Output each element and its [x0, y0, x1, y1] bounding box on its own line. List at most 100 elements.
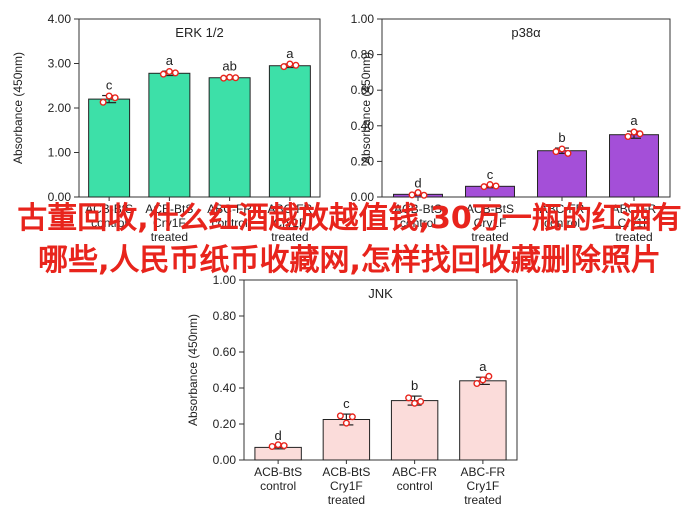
significance-letter: c [106, 78, 113, 93]
bar [268, 65, 311, 198]
data-point [232, 74, 240, 82]
data-point [420, 191, 428, 199]
chart-title: p38α [511, 25, 541, 40]
data-point [411, 399, 419, 407]
y-tick-label: 0.40 [213, 381, 237, 395]
x-tick-label: ACB-BtS [394, 202, 442, 216]
y-tick-label: 0.20 [213, 417, 237, 431]
x-tick-label: treated [471, 230, 508, 244]
data-point [417, 398, 425, 406]
x-tick-label: ABC-FR [540, 202, 585, 216]
data-point [171, 69, 179, 77]
data-point [292, 61, 300, 69]
data-point [220, 74, 228, 82]
x-tick-label: Cry1F [467, 479, 500, 493]
y-tick-label: 0.80 [213, 309, 237, 323]
x-tick-label: ABC-FR [612, 202, 657, 216]
data-point [479, 376, 487, 384]
x-tick-label: treated [464, 493, 501, 507]
y-tick-label: 4.00 [48, 12, 72, 26]
y-tick-label: 0.20 [351, 154, 375, 168]
chart-panel-2: 0.00 0.20 0.40 0.60 0.80 1.00 Absorbance (450n… [351, 12, 671, 244]
x-tick-label: treated [615, 230, 652, 244]
data-point [111, 94, 119, 102]
data-point [280, 442, 288, 450]
data-point [486, 181, 494, 189]
y-tick-label: 0.60 [213, 345, 237, 359]
plot-frame [243, 279, 518, 461]
x-tick-label: ABC-FR [207, 202, 252, 216]
significance-letter: d [275, 428, 282, 443]
data-point [414, 189, 422, 197]
data-point [268, 443, 276, 451]
significance-letter: b [558, 130, 565, 145]
x-tick-label: Cry1F [330, 479, 363, 493]
bar [459, 380, 507, 461]
y-tick-label: 1.00 [48, 146, 72, 160]
data-point [630, 128, 638, 136]
data-point [226, 73, 234, 81]
y-tick-label: 1.00 [213, 273, 237, 287]
data-point [342, 419, 350, 427]
x-tick-label: ACB-BtS [322, 465, 370, 479]
plot-frame [381, 18, 671, 198]
data-point [159, 70, 167, 78]
x-tick-label: Cry1F [274, 216, 307, 230]
bar [88, 98, 131, 198]
bar [208, 77, 251, 198]
significance-letter: c [343, 396, 350, 411]
bar [148, 72, 191, 198]
x-tick-label: ACB-BtS [85, 202, 133, 216]
data-point [624, 132, 632, 140]
data-point [552, 148, 560, 156]
data-point [408, 191, 416, 199]
chart-title: ERK 1/2 [175, 25, 223, 40]
significance-letter: ab [222, 58, 236, 73]
y-tick-label: 2.00 [48, 101, 72, 115]
y-axis-label: Absorbance (450nm) [11, 52, 25, 164]
significance-letter: c [487, 167, 494, 182]
y-axis-label: Absorbance (450nm) [186, 314, 200, 426]
data-point [165, 68, 173, 76]
data-point [405, 394, 413, 402]
x-tick-label: Cry1F [153, 216, 186, 230]
x-tick-label: ABC-FR [461, 465, 506, 479]
y-tick-label: 0.00 [213, 453, 237, 467]
data-point [485, 372, 493, 380]
bar [537, 150, 587, 198]
y-tick-label: 1.00 [351, 12, 375, 26]
bar [609, 134, 659, 198]
y-tick-label: 0.60 [351, 83, 375, 97]
y-tick-label: 0.80 [351, 48, 375, 62]
data-point [480, 183, 488, 191]
significance-letter: a [479, 359, 487, 374]
x-tick-label: control [212, 216, 248, 230]
x-tick-label: ACB-BtS [254, 465, 302, 479]
data-point [105, 92, 113, 100]
significance-letter: b [411, 378, 418, 393]
x-tick-label: control [400, 216, 436, 230]
data-point [636, 130, 644, 138]
x-tick-label: ACB-BtS [145, 202, 193, 216]
x-tick-label: control [91, 216, 127, 230]
data-point [564, 149, 572, 157]
overlay-text: 古董回收,什么红酒越放越值钱,30万一瓶的红酒有哪些,人民币纸币收藏网,怎样找回… [17, 201, 682, 278]
bar [390, 400, 439, 461]
x-tick-label: Cry1F [618, 216, 651, 230]
significance-letter: a [630, 113, 638, 128]
y-tick-label: 0.00 [351, 190, 375, 204]
x-tick-label: treated [151, 230, 188, 244]
data-point [473, 380, 481, 388]
x-tick-label: ACB-BtS [466, 202, 514, 216]
data-point [280, 63, 288, 71]
data-point [348, 413, 356, 421]
y-tick-label: 0.40 [351, 119, 375, 133]
x-tick-label: treated [271, 230, 308, 244]
y-tick-label: 0.00 [48, 190, 72, 204]
chart-panel-1: 0.00 1.00 2.00 3.00 4.00 Absorbance (450nm) ER… [11, 12, 321, 244]
data-point [286, 60, 294, 68]
data-point [99, 98, 107, 106]
y-axis-label: Absorbance (450nm) [359, 52, 373, 164]
x-tick-label: control [397, 479, 433, 493]
